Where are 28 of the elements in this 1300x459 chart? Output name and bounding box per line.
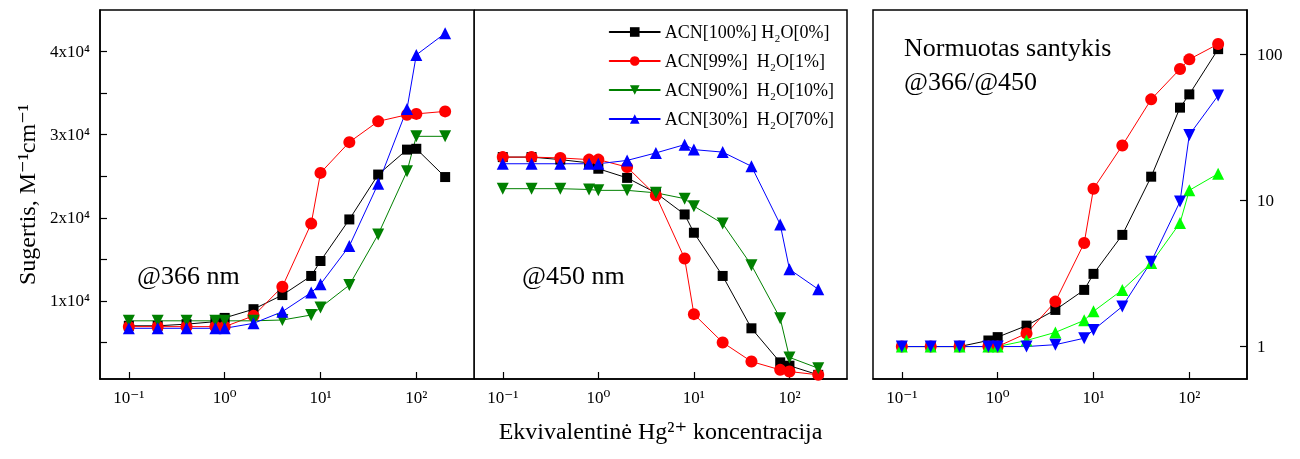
x-tick-label: 10² <box>1178 388 1201 407</box>
y-tick-label: 10 <box>1257 190 1274 210</box>
x-tick-label: 10⁻¹ <box>487 388 519 407</box>
x-tick-label: 10⁻¹ <box>113 388 145 407</box>
y-tick-label: 1 <box>1257 337 1266 357</box>
y-tick-label: 1x10⁴ <box>50 291 91 311</box>
x-tick-label: 10⁻¹ <box>886 388 918 407</box>
annotation: @366 nm <box>137 260 240 290</box>
legend-label: ACN[90%] H₂O[10%] <box>664 80 835 100</box>
legend-label: ACN[99%] H₂O[1%] <box>664 51 826 71</box>
y-axis-title: Sugertis, M⁻¹cm⁻¹ <box>14 103 41 286</box>
x-tick-label: 10⁰ <box>586 388 611 407</box>
x-tick-label: 10¹ <box>309 388 332 407</box>
annotation: @450 nm <box>522 260 625 290</box>
x-tick-label: 10¹ <box>682 388 705 407</box>
legend-label: ACN[100%] H₂O[0%] <box>664 22 830 42</box>
x-tick-label: 10² <box>778 388 801 407</box>
x-tick-label: 10¹ <box>1082 388 1105 407</box>
x-tick-label: 10⁰ <box>212 388 237 407</box>
x-axis-title: Ekvivalentinė Hg²⁺ koncentracija <box>498 418 823 444</box>
annotation: Normuotas santykis @366/@450 <box>904 32 1112 96</box>
x-tick-label: 10⁰ <box>985 388 1010 407</box>
y-tick-label: 100 <box>1257 44 1283 64</box>
legend-label: ACN[30%] H₂O[70%] <box>664 109 835 129</box>
y-tick-label: 4x10⁴ <box>50 42 91 62</box>
x-tick-label: 10² <box>405 388 428 407</box>
y-tick-label: 3x10⁴ <box>50 125 91 145</box>
y-tick-label: 2x10⁴ <box>50 208 91 228</box>
